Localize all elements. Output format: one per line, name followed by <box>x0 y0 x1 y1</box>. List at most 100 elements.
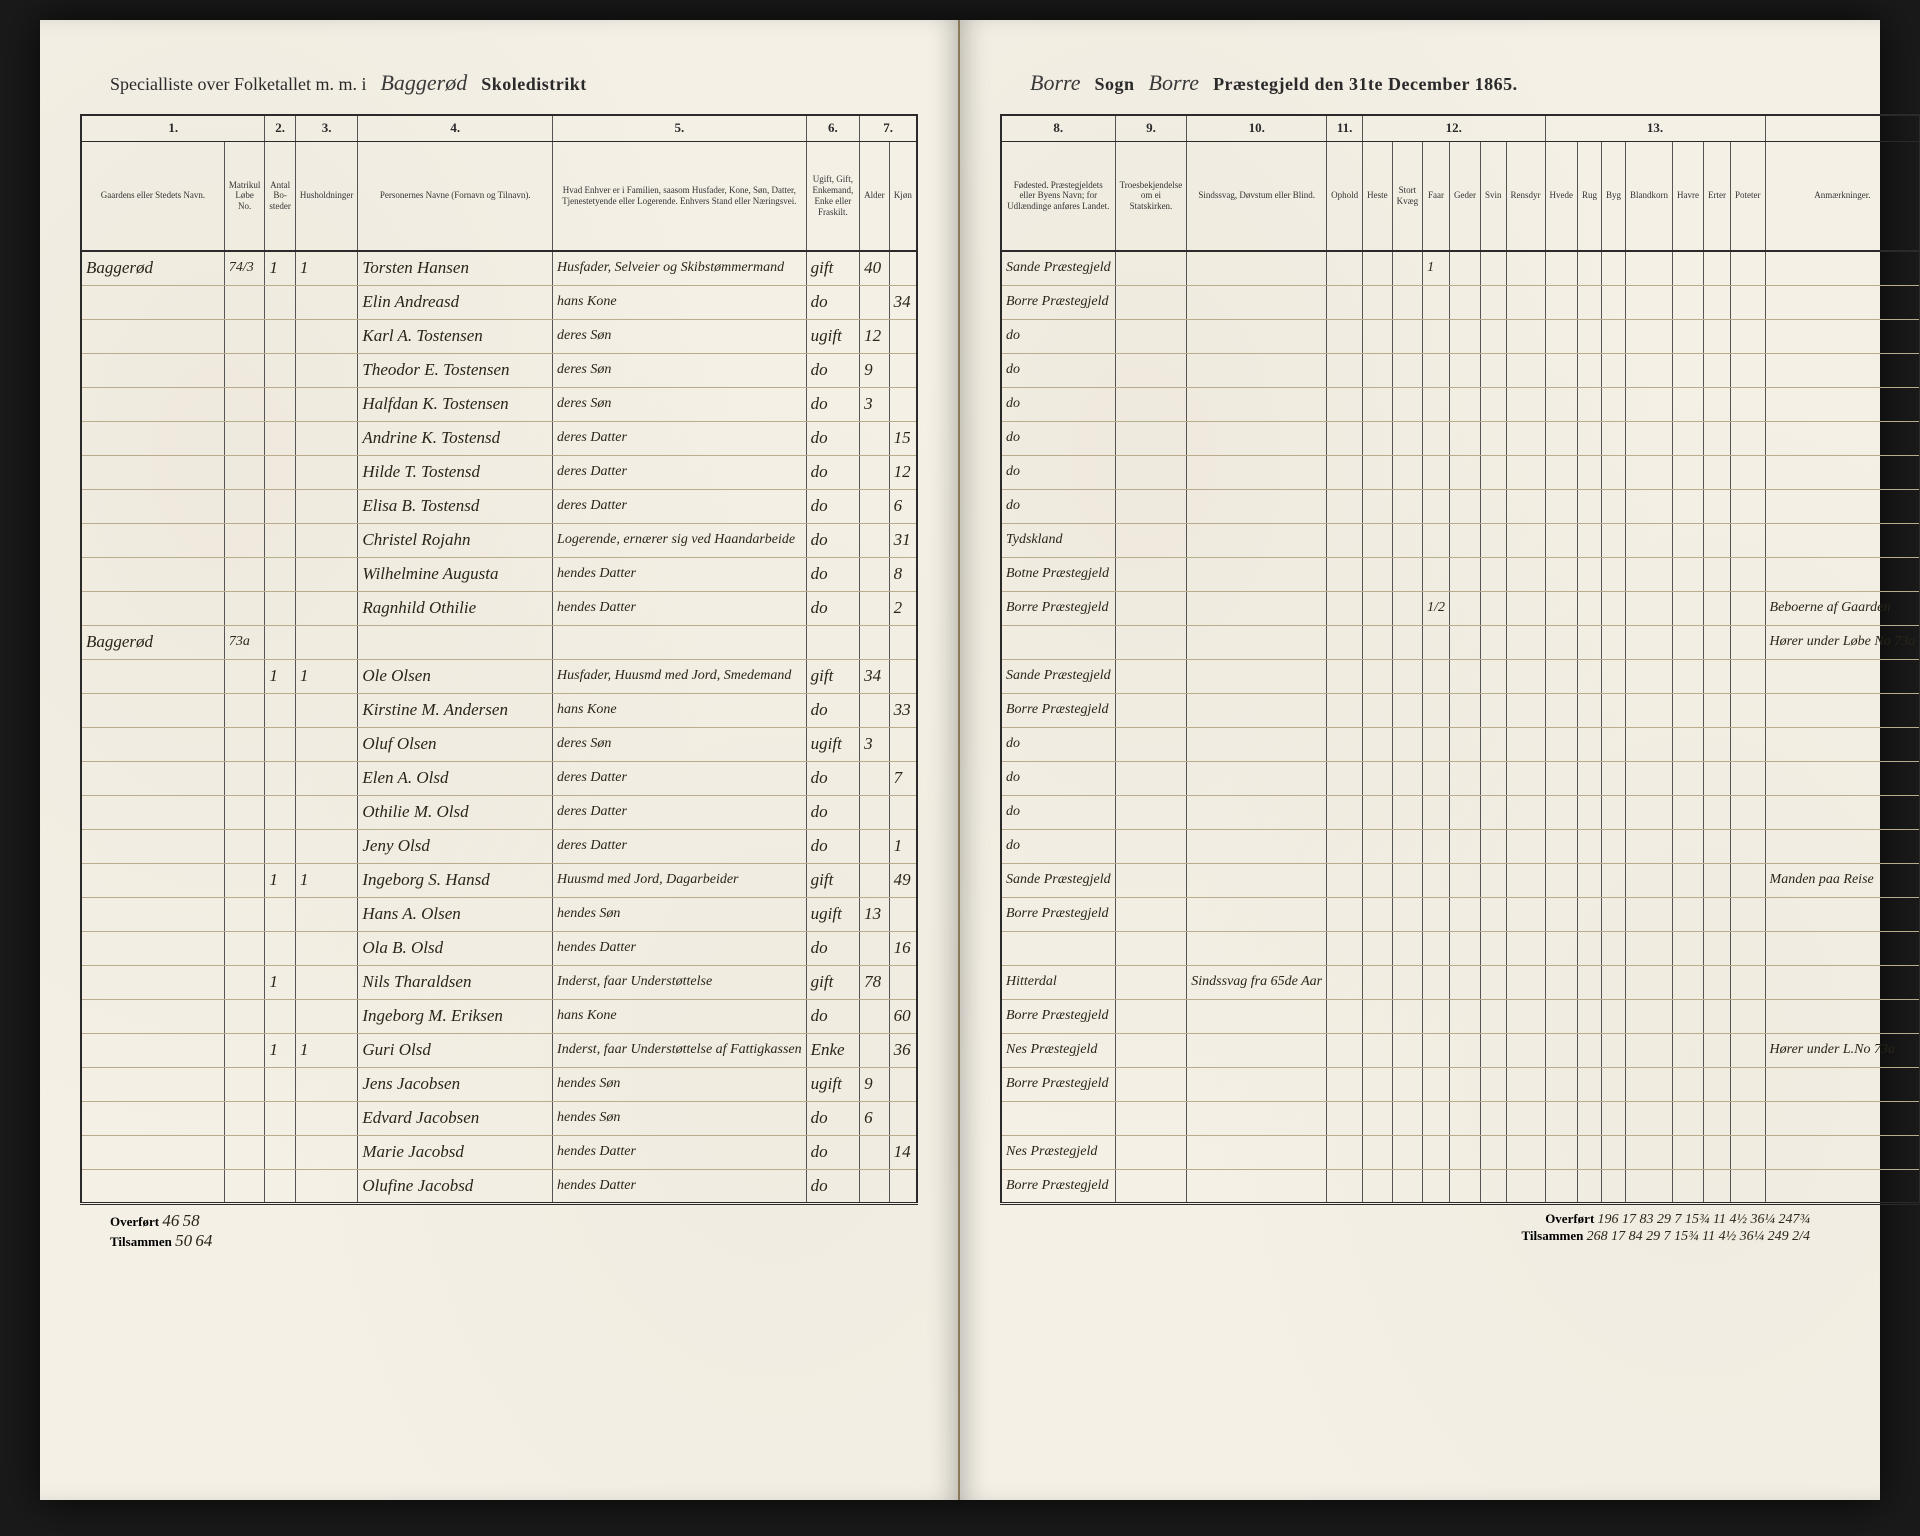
r-tilsammen-label: Tilsammen <box>1522 1228 1584 1243</box>
page-left: Specialliste over Folketallet m. m. i Ba… <box>40 20 960 1500</box>
table-row: Borre Præstegjeld <box>1001 1169 1920 1203</box>
table-row: Nes PræstegjeldHører under L.No 73a <box>1001 1033 1920 1067</box>
table-row: Botne Præstegjeld <box>1001 557 1920 591</box>
col-num-10: 10. <box>1187 115 1327 141</box>
table-row: Jeny Olsdderes Datterdo1 <box>81 829 917 863</box>
table-row: Jens Jacobsenhendes Sønugift9 <box>81 1067 917 1101</box>
table-row: Borre Præstegjeld <box>1001 999 1920 1033</box>
overfort-val-1: 46 <box>162 1211 179 1230</box>
table-row: Sande PræstegjeldManden paa Reise <box>1001 863 1920 897</box>
ledger-table-right: 8. 9. 10. 11. 12. 13. Fødested. Præstegj… <box>1000 114 1920 1205</box>
header-sogn: Borre <box>1030 70 1081 96</box>
table-row: 1Nils TharaldsenInderst, faar Understøtt… <box>81 965 917 999</box>
header-right: Borre Sogn Borre Præstegjeld den 31te De… <box>1000 70 1840 96</box>
col-h2: Antal Bo- steder <box>265 141 295 251</box>
tilsammen-val-2: 64 <box>195 1231 212 1250</box>
col-num-13: 13. <box>1545 115 1765 141</box>
col-num-12: 12. <box>1363 115 1545 141</box>
col-h13-1: Rug <box>1578 141 1602 251</box>
col-h-rem: Anmærkninger. <box>1765 141 1920 251</box>
table-row: Ola B. Olsdhendes Datterdo16 <box>81 931 917 965</box>
table-row: Borre Præstegjeld1/2Beboerne af Gaarden <box>1001 591 1920 625</box>
header-left: Specialliste over Folketallet m. m. i Ba… <box>80 70 918 96</box>
census-ledger-book: Specialliste over Folketallet m. m. i Ba… <box>40 20 1880 1500</box>
table-row: do <box>1001 421 1920 455</box>
table-row: Olufine Jacobsdhendes Datterdo <box>81 1169 917 1203</box>
col-h13-3: Blandkorn <box>1626 141 1673 251</box>
table-row: Othilie M. Olsdderes Datterdo <box>81 795 917 829</box>
table-row: Borre Præstegjeld <box>1001 285 1920 319</box>
table-row: 11Ole OlsenHusfader, Huusmd med Jord, Sm… <box>81 659 917 693</box>
col-h13-5: Erter <box>1704 141 1731 251</box>
header-parish: Borre <box>1149 70 1200 96</box>
table-row: Borre Præstegjeld <box>1001 693 1920 727</box>
table-row: do <box>1001 387 1920 421</box>
table-row: Elin Andreasdhans Konedo34 <box>81 285 917 319</box>
col-h12-1: Stort Kvæg <box>1392 141 1423 251</box>
table-row: do <box>1001 319 1920 353</box>
col-h6: Ugift, Gift, Enkemand, Enke eller Fraski… <box>806 141 860 251</box>
table-row: Hans A. Olsenhendes Sønugift13 <box>81 897 917 931</box>
header-date: Præstegjeld den 31te December 1865. <box>1213 74 1518 95</box>
col-h12-4: Svin <box>1480 141 1506 251</box>
table-row: do <box>1001 455 1920 489</box>
table-row: do <box>1001 727 1920 761</box>
col-h13-4: Havre <box>1673 141 1704 251</box>
col-h5: Hvad Enhver er i Familien, saasom Husfad… <box>553 141 807 251</box>
table-row: Christel RojahnLogerende, ernærer sig ve… <box>81 523 917 557</box>
col-h8: Fødested. Præstegjeldets eller Byens Nav… <box>1001 141 1115 251</box>
table-row: do <box>1001 795 1920 829</box>
table-row: Theodor E. Tostensenderes Søndo9 <box>81 353 917 387</box>
footer-left: Overført 46 58 Tilsammen 50 64 <box>80 1205 918 1251</box>
r-overfort-label: Overført <box>1545 1211 1594 1226</box>
table-row: Karl A. Tostensenderes Sønugift12 <box>81 319 917 353</box>
col-h9: Troesbekjendelse om ei Statskirken. <box>1115 141 1187 251</box>
table-row: Halfdan K. Tostensenderes Søndo3 <box>81 387 917 421</box>
table-row: Tydskland <box>1001 523 1920 557</box>
col-num-4: 4. <box>358 115 553 141</box>
header-prefix: Specialliste over Folketallet m. m. i <box>110 74 366 95</box>
col-h7b: Kjøn <box>889 141 917 251</box>
tilsammen-label: Tilsammen <box>110 1234 172 1249</box>
table-row: Borre Præstegjeld <box>1001 1067 1920 1101</box>
tilsammen-val-1: 50 <box>175 1231 192 1250</box>
page-right: Borre Sogn Borre Præstegjeld den 31te De… <box>960 20 1880 1500</box>
col-num-11: 11. <box>1327 115 1363 141</box>
col-num-8: 8. <box>1001 115 1115 141</box>
col-h1: Gaardens eller Stedets Navn. <box>81 141 224 251</box>
table-row: do <box>1001 489 1920 523</box>
col-num-3: 3. <box>295 115 358 141</box>
col-h13-0: Hvede <box>1545 141 1578 251</box>
table-row: Kirstine M. Andersenhans Konedo33 <box>81 693 917 727</box>
table-row: HitterdalSindssvag fra 65de Aar <box>1001 965 1920 999</box>
col-h12-3: Geder <box>1449 141 1480 251</box>
footer-right: Overført 196 17 83 29 7 15¾ 11 4½ 36¼ 24… <box>1000 1205 1840 1245</box>
col-rem-blank <box>1765 115 1920 141</box>
table-row <box>1001 1101 1920 1135</box>
col-h11: Ophold <box>1327 141 1363 251</box>
col-num-7: 7. <box>860 115 917 141</box>
table-row: Andrine K. Tostensdderes Datterdo15 <box>81 421 917 455</box>
table-row: Borre Præstegjeld <box>1001 897 1920 931</box>
table-row: Sande Præstegjeld1 <box>1001 251 1920 285</box>
table-row: Baggerød73a <box>81 625 917 659</box>
col-num-6: 6. <box>806 115 860 141</box>
col-h3: Husholdninger <box>295 141 358 251</box>
r-tilsammen-vals: 268 17 84 29 7 15¾ 11 4½ 36¼ 249 2/4 <box>1587 1229 1810 1244</box>
table-row: Edvard Jacobsenhendes Søndo6 <box>81 1101 917 1135</box>
col-num-5: 5. <box>553 115 807 141</box>
col-num-9: 9. <box>1115 115 1187 141</box>
col-h13-2: Byg <box>1602 141 1626 251</box>
table-row: Sande Præstegjeld <box>1001 659 1920 693</box>
col-h10: Sindssvag, Døvstum eller Blind. <box>1187 141 1327 251</box>
table-row <box>1001 931 1920 965</box>
table-row: Baggerød74/311Torsten HansenHusfader, Se… <box>81 251 917 285</box>
r-overfort-vals: 196 17 83 29 7 15¾ 11 4½ 36¼ 247¾ <box>1598 1212 1810 1227</box>
col-h4: Personernes Navne (Fornavn og Tilnavn). <box>358 141 553 251</box>
table-row: do <box>1001 829 1920 863</box>
col-h7a: Alder <box>860 141 890 251</box>
col-h12-5: Rensdyr <box>1506 141 1545 251</box>
table-row: Ingeborg M. Eriksenhans Konedo60 <box>81 999 917 1033</box>
ledger-table-left: 1. 2. 3. 4. 5. 6. 7. Gaardens eller Sted… <box>80 114 918 1205</box>
header-suffix: Skoledistrikt <box>481 74 587 95</box>
